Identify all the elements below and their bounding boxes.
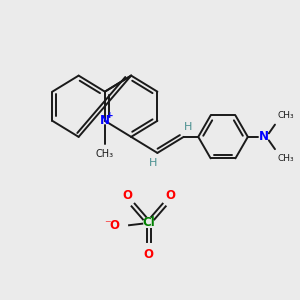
Text: Cl: Cl	[142, 216, 155, 230]
Text: CH₃: CH₃	[278, 111, 295, 120]
Text: CH₃: CH₃	[278, 154, 295, 163]
Text: H: H	[184, 122, 192, 132]
Text: O: O	[165, 189, 175, 202]
Text: H: H	[149, 158, 157, 168]
Text: CH₃: CH₃	[96, 149, 114, 159]
Text: ⁻: ⁻	[104, 218, 111, 231]
Text: O: O	[110, 219, 119, 232]
Text: O: O	[144, 248, 154, 261]
Text: O: O	[122, 189, 132, 202]
Text: +: +	[106, 111, 114, 120]
Text: N: N	[100, 114, 110, 127]
Text: N: N	[259, 130, 269, 143]
